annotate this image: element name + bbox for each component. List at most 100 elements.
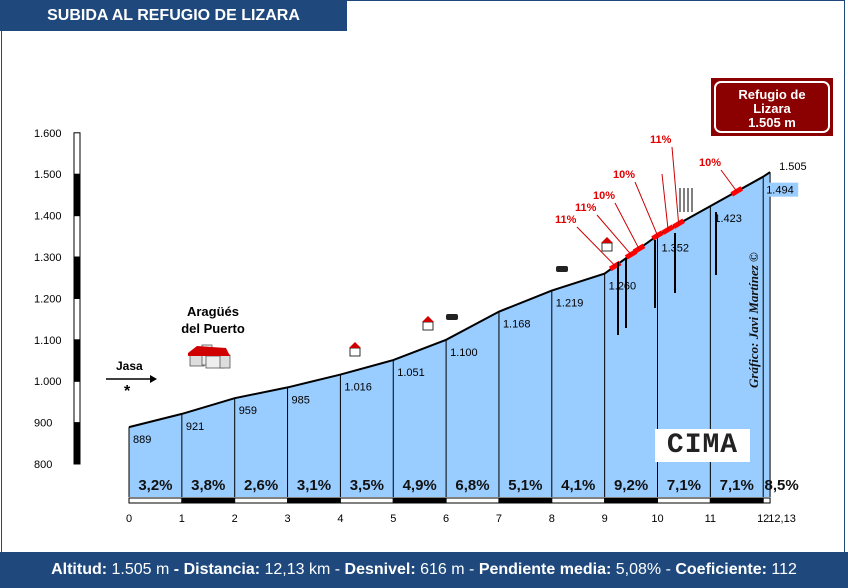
village-roof — [188, 346, 230, 356]
y-tick-label: 1.000 — [34, 376, 62, 388]
x-scale-segment — [128, 497, 183, 504]
ramp-leader — [634, 181, 658, 236]
house-roof — [349, 342, 361, 348]
summit-name-2: Lizara — [753, 101, 791, 116]
x-tick-label: 3 — [284, 513, 290, 525]
house-icon — [422, 316, 434, 331]
x-scale-segment — [392, 497, 447, 504]
segment-gradient: 3,5% — [350, 477, 384, 494]
x-scale-segment — [181, 497, 236, 504]
x-tick-label: 10 — [651, 513, 663, 525]
x-scale-segment — [445, 497, 500, 504]
start-arrow-head-icon — [150, 375, 157, 383]
altitud-value: 1.505 m — [111, 561, 170, 578]
ramp-leader — [720, 169, 738, 192]
profile-line — [128, 171, 771, 429]
y-tick-label: 1.100 — [34, 335, 62, 347]
x-tick-label: 5 — [390, 513, 396, 525]
coeficiente-value: 112 — [771, 561, 797, 578]
segment-gradient: 3,1% — [297, 477, 331, 494]
x-scale-segment — [339, 497, 394, 504]
y-scale-segment — [73, 132, 81, 175]
house-icon — [349, 342, 361, 357]
start-marker: * — [124, 383, 131, 400]
start-place-label: Jasa — [116, 359, 143, 373]
x-scale-segment — [762, 497, 771, 504]
y-scale-segment — [73, 215, 81, 258]
x-tick-label: 8 — [549, 513, 555, 525]
coeficiente-label: Coeficiente: — [675, 561, 767, 578]
village-building — [219, 354, 231, 369]
segment-gradient: 3,8% — [191, 477, 225, 494]
y-tick-label: 900 — [34, 418, 52, 430]
page-title: SUBIDA AL REFUGIO DE LIZARA — [0, 0, 347, 31]
segment-gradient: 9,2% — [614, 477, 648, 494]
x-scale-segment — [657, 497, 711, 504]
elevation-label: 1.219 — [556, 298, 584, 310]
distancia-label: Distancia: — [183, 561, 261, 578]
x-scale-segment — [604, 497, 659, 504]
segment-gradient: 6,8% — [455, 477, 489, 494]
x-tick-label: 9 — [602, 513, 608, 525]
y-scale-segment — [73, 339, 81, 382]
x-tick-label: 6 — [443, 513, 449, 525]
segment-gradient: 7,1% — [720, 477, 754, 494]
y-scale-segment — [73, 422, 81, 465]
summary-bar: Altitud: 1.505 m - Distancia: 12,13 km -… — [0, 552, 848, 588]
segment-gradient: 7,1% — [667, 477, 701, 494]
segment-gradient: 5,1% — [508, 477, 542, 494]
house-roof — [422, 316, 434, 322]
segment-gradient: 8,5% — [765, 477, 799, 494]
house-body — [601, 242, 613, 252]
y-tick-label: 1.600 — [34, 128, 62, 140]
segment-gradient: 4,1% — [561, 477, 595, 494]
x-scale-segment — [498, 497, 553, 504]
x-tick-label: 0 — [126, 513, 132, 525]
y-tick-label: 800 — [34, 459, 52, 471]
ramp-label: 11% — [575, 202, 597, 214]
profile-area — [129, 172, 771, 497]
summit-name-1: Refugio de — [738, 87, 806, 102]
elevation-label: 1.260 — [609, 281, 637, 293]
y-scale-segment — [73, 297, 81, 341]
y-scale-segment — [73, 380, 81, 424]
binoculars-icon — [556, 266, 568, 272]
x-scale-segment — [287, 497, 341, 504]
ramp-leader — [671, 146, 680, 224]
elevation-label: 1.505 — [779, 161, 807, 173]
distancia-value: 12,13 km — [264, 561, 331, 578]
ramp-leader — [576, 226, 616, 267]
author-credit: Gráfico: Javi Martínez © — [746, 252, 761, 388]
y-tick-label: 1.500 — [34, 169, 62, 181]
cima-logo: CIMA — [655, 429, 750, 462]
elevation-label: 1.016 — [344, 382, 372, 394]
elevation-label: 1.423 — [714, 213, 742, 225]
ramp-leader — [596, 214, 632, 255]
x-scale-segment — [709, 497, 764, 504]
x-tick-label: 7 — [496, 513, 502, 525]
house-icon — [601, 237, 613, 252]
x-tick-label: 12,13 — [768, 513, 796, 525]
ramp-label: 10% — [699, 157, 721, 169]
elevation-label: 889 — [133, 434, 151, 446]
elevation-label: 921 — [186, 421, 204, 433]
y-scale-segment — [73, 256, 81, 299]
desnivel-value: 616 m — [420, 561, 465, 578]
desnivel-label: Desnivel: — [344, 561, 416, 578]
ramp-label: 11% — [555, 214, 577, 226]
y-tick-label: 1.300 — [34, 252, 62, 264]
ramp-label: 11% — [650, 134, 672, 146]
ramp-leader — [614, 202, 640, 250]
elevation-label: 1.051 — [397, 367, 425, 379]
pendiente-label: Pendiente media: — [478, 561, 612, 578]
x-scale-segment — [551, 497, 606, 504]
village-icon — [188, 344, 231, 369]
summit-box: Refugio de Lizara 1.505 m — [711, 78, 833, 136]
x-tick-label: 12 — [757, 513, 769, 525]
y-tick-label: 1.200 — [34, 293, 62, 305]
house-roof — [601, 237, 613, 243]
segment-gradient: 3,2% — [138, 477, 172, 494]
segment-gradient: 2,6% — [244, 477, 278, 494]
y-scale-segment — [73, 173, 81, 217]
